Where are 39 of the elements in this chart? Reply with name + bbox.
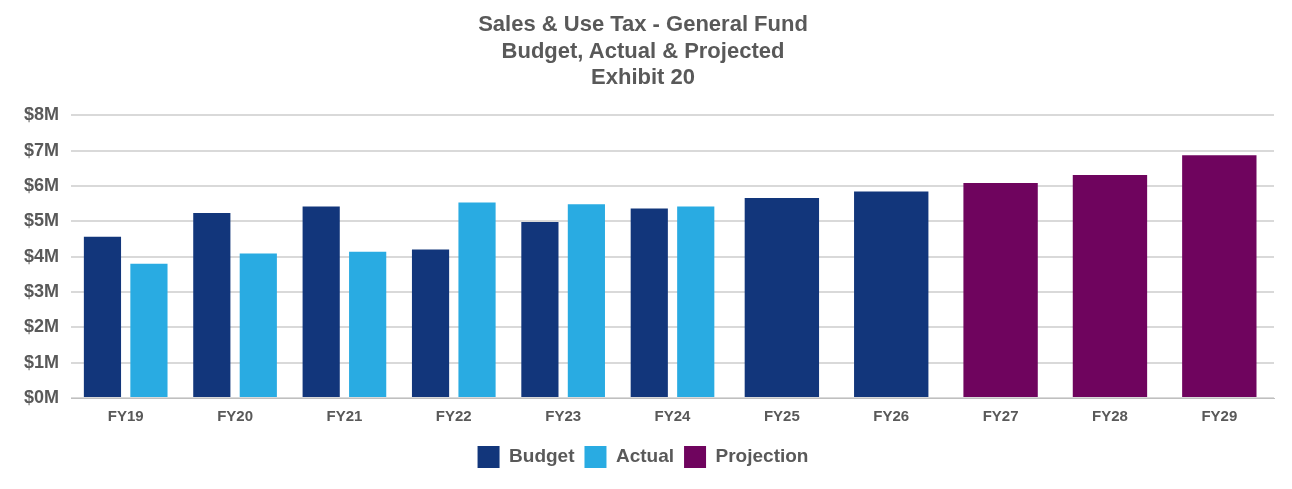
y-tick-label: $7M (24, 139, 60, 160)
legend-label: Projection (715, 445, 809, 467)
chart-title: Sales & Use Tax - General Fund Budget, Actual & Projected Exhibit 20 (478, 11, 808, 90)
x-tick-label: FY24 (654, 407, 692, 425)
bar (83, 236, 122, 397)
y-tick-label: $1M (24, 351, 60, 372)
y-tick-label: $4M (24, 245, 60, 266)
bar (239, 253, 277, 397)
bar (567, 204, 605, 397)
bar (630, 208, 668, 397)
x-tick-label: FY29 (1201, 407, 1238, 425)
x-tick-label: FY28 (1092, 407, 1128, 425)
bar (130, 263, 168, 397)
y-tick-label: $6M (24, 174, 60, 195)
y-tick-label: $2M (24, 316, 60, 337)
bar (1072, 174, 1148, 397)
bar (193, 213, 231, 397)
bar (458, 202, 496, 397)
y-tick-label: $8M (24, 104, 60, 125)
x-tick-label: FY22 (435, 407, 472, 425)
x-tick-label: FY20 (217, 407, 253, 425)
x-tick-label: FY23 (545, 407, 582, 425)
x-tick-label: FY25 (763, 407, 800, 425)
y-tick-label: $3M (24, 280, 60, 301)
legend-label: Budget (509, 445, 576, 467)
y-tick-label: $5M (24, 210, 60, 231)
x-tick-label: FY27 (982, 407, 1019, 425)
bar (302, 206, 340, 397)
bar (677, 206, 715, 397)
bar (521, 221, 559, 397)
y-tick-label: $0M (24, 386, 60, 407)
legend-label: Actual (615, 445, 675, 467)
bar (963, 183, 1038, 397)
x-tick-label: FY19 (107, 407, 144, 425)
bar (1182, 155, 1257, 397)
x-tick-label: FY21 (326, 407, 363, 425)
bar (411, 249, 450, 397)
bar (349, 251, 387, 397)
x-tick-label: FY26 (873, 407, 910, 425)
